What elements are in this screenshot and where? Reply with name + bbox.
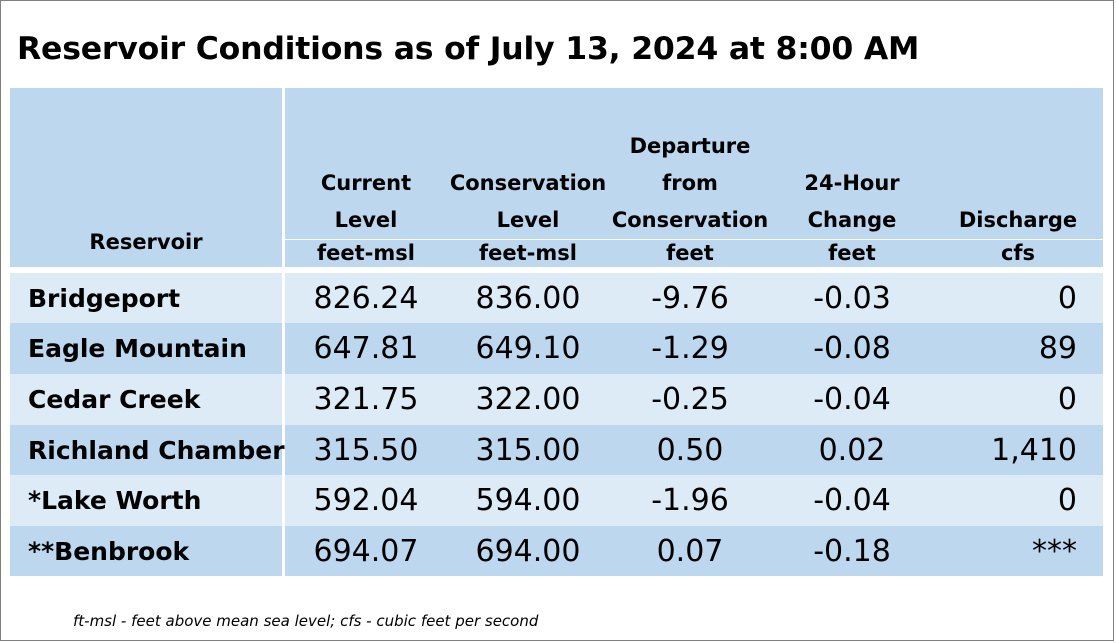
discharge-value: ***	[933, 526, 1103, 576]
discharge-value: 0	[933, 475, 1103, 526]
unit-departure: feet	[609, 239, 771, 273]
header-departure: Departure from Conservation	[609, 88, 771, 239]
reservoir-name: Cedar Creek	[10, 374, 285, 425]
conservation-level-value: 649.10	[447, 323, 609, 374]
change-value: -0.04	[771, 374, 933, 425]
header-reservoir-label: Reservoir	[89, 230, 203, 254]
discharge-value: 89	[933, 323, 1103, 374]
departure-value: 0.07	[609, 526, 771, 576]
current-level-value: 315.50	[285, 425, 447, 475]
header-change-line-2: Change	[807, 208, 897, 232]
change-value: -0.08	[771, 323, 933, 374]
header-reservoir: Reservoir	[10, 88, 285, 273]
header-current-line-2: Level	[334, 208, 398, 232]
header-departure-line-3: Conservation	[611, 208, 769, 232]
page-title: Reservoir Conditions as of July 13, 2024…	[17, 31, 920, 67]
header-24-hour-change: 24-Hour Change	[771, 88, 933, 239]
departure-value: -1.96	[609, 475, 771, 526]
unit-discharge: cfs	[933, 239, 1103, 273]
header-change-line-1: 24-Hour	[804, 171, 900, 195]
header-conservation-line-2: Level	[496, 208, 560, 232]
reservoir-name: Richland Chambers	[10, 425, 299, 475]
reservoir-name: **Benbrook	[10, 526, 285, 576]
reservoir-name: Eagle Mountain	[10, 323, 285, 374]
unit-24-hour-change: feet	[771, 239, 933, 273]
conservation-level-value: 594.00	[447, 475, 609, 526]
reservoir-name: Bridgeport	[10, 273, 285, 323]
change-value: -0.04	[771, 475, 933, 526]
header-discharge: Discharge	[933, 88, 1103, 239]
conservation-level-value: 322.00	[447, 374, 609, 425]
reservoir-name: *Lake Worth	[10, 475, 285, 526]
departure-value: -0.25	[609, 374, 771, 425]
header-current-level: Current Level	[285, 88, 447, 239]
change-value: 0.02	[771, 425, 933, 475]
unit-conservation-level: feet-msl	[447, 239, 609, 273]
unit-current-level: feet-msl	[285, 239, 447, 273]
header-conservation-level: Conservation Level	[447, 88, 609, 239]
discharge-value: 0	[933, 374, 1103, 425]
current-level-value: 694.07	[285, 526, 447, 576]
conservation-level-value: 694.00	[447, 526, 609, 576]
current-level-value: 592.04	[285, 475, 447, 526]
header-conservation-line-1: Conservation	[449, 171, 607, 195]
header-current-line-1: Current	[320, 171, 412, 195]
discharge-value: 0	[933, 273, 1103, 323]
departure-value: 0.50	[609, 425, 771, 475]
conservation-level-value: 836.00	[447, 273, 609, 323]
departure-value: -1.29	[609, 323, 771, 374]
current-level-value: 826.24	[285, 273, 447, 323]
change-value: -0.18	[771, 526, 933, 576]
header-discharge-line-1: Discharge	[958, 208, 1078, 232]
discharge-value: 1,410	[933, 425, 1103, 475]
departure-value: -9.76	[609, 273, 771, 323]
footnote: ft-msl - feet above mean sea level; cfs …	[73, 612, 539, 630]
header-departure-line-1: Departure	[629, 134, 751, 158]
current-level-value: 647.81	[285, 323, 447, 374]
change-value: -0.03	[771, 273, 933, 323]
reservoir-table: Reservoir Current Level Conservation Lev…	[10, 88, 1103, 579]
current-level-value: 321.75	[285, 374, 447, 425]
header-departure-line-2: from	[662, 171, 718, 195]
conservation-level-value: 315.00	[447, 425, 609, 475]
